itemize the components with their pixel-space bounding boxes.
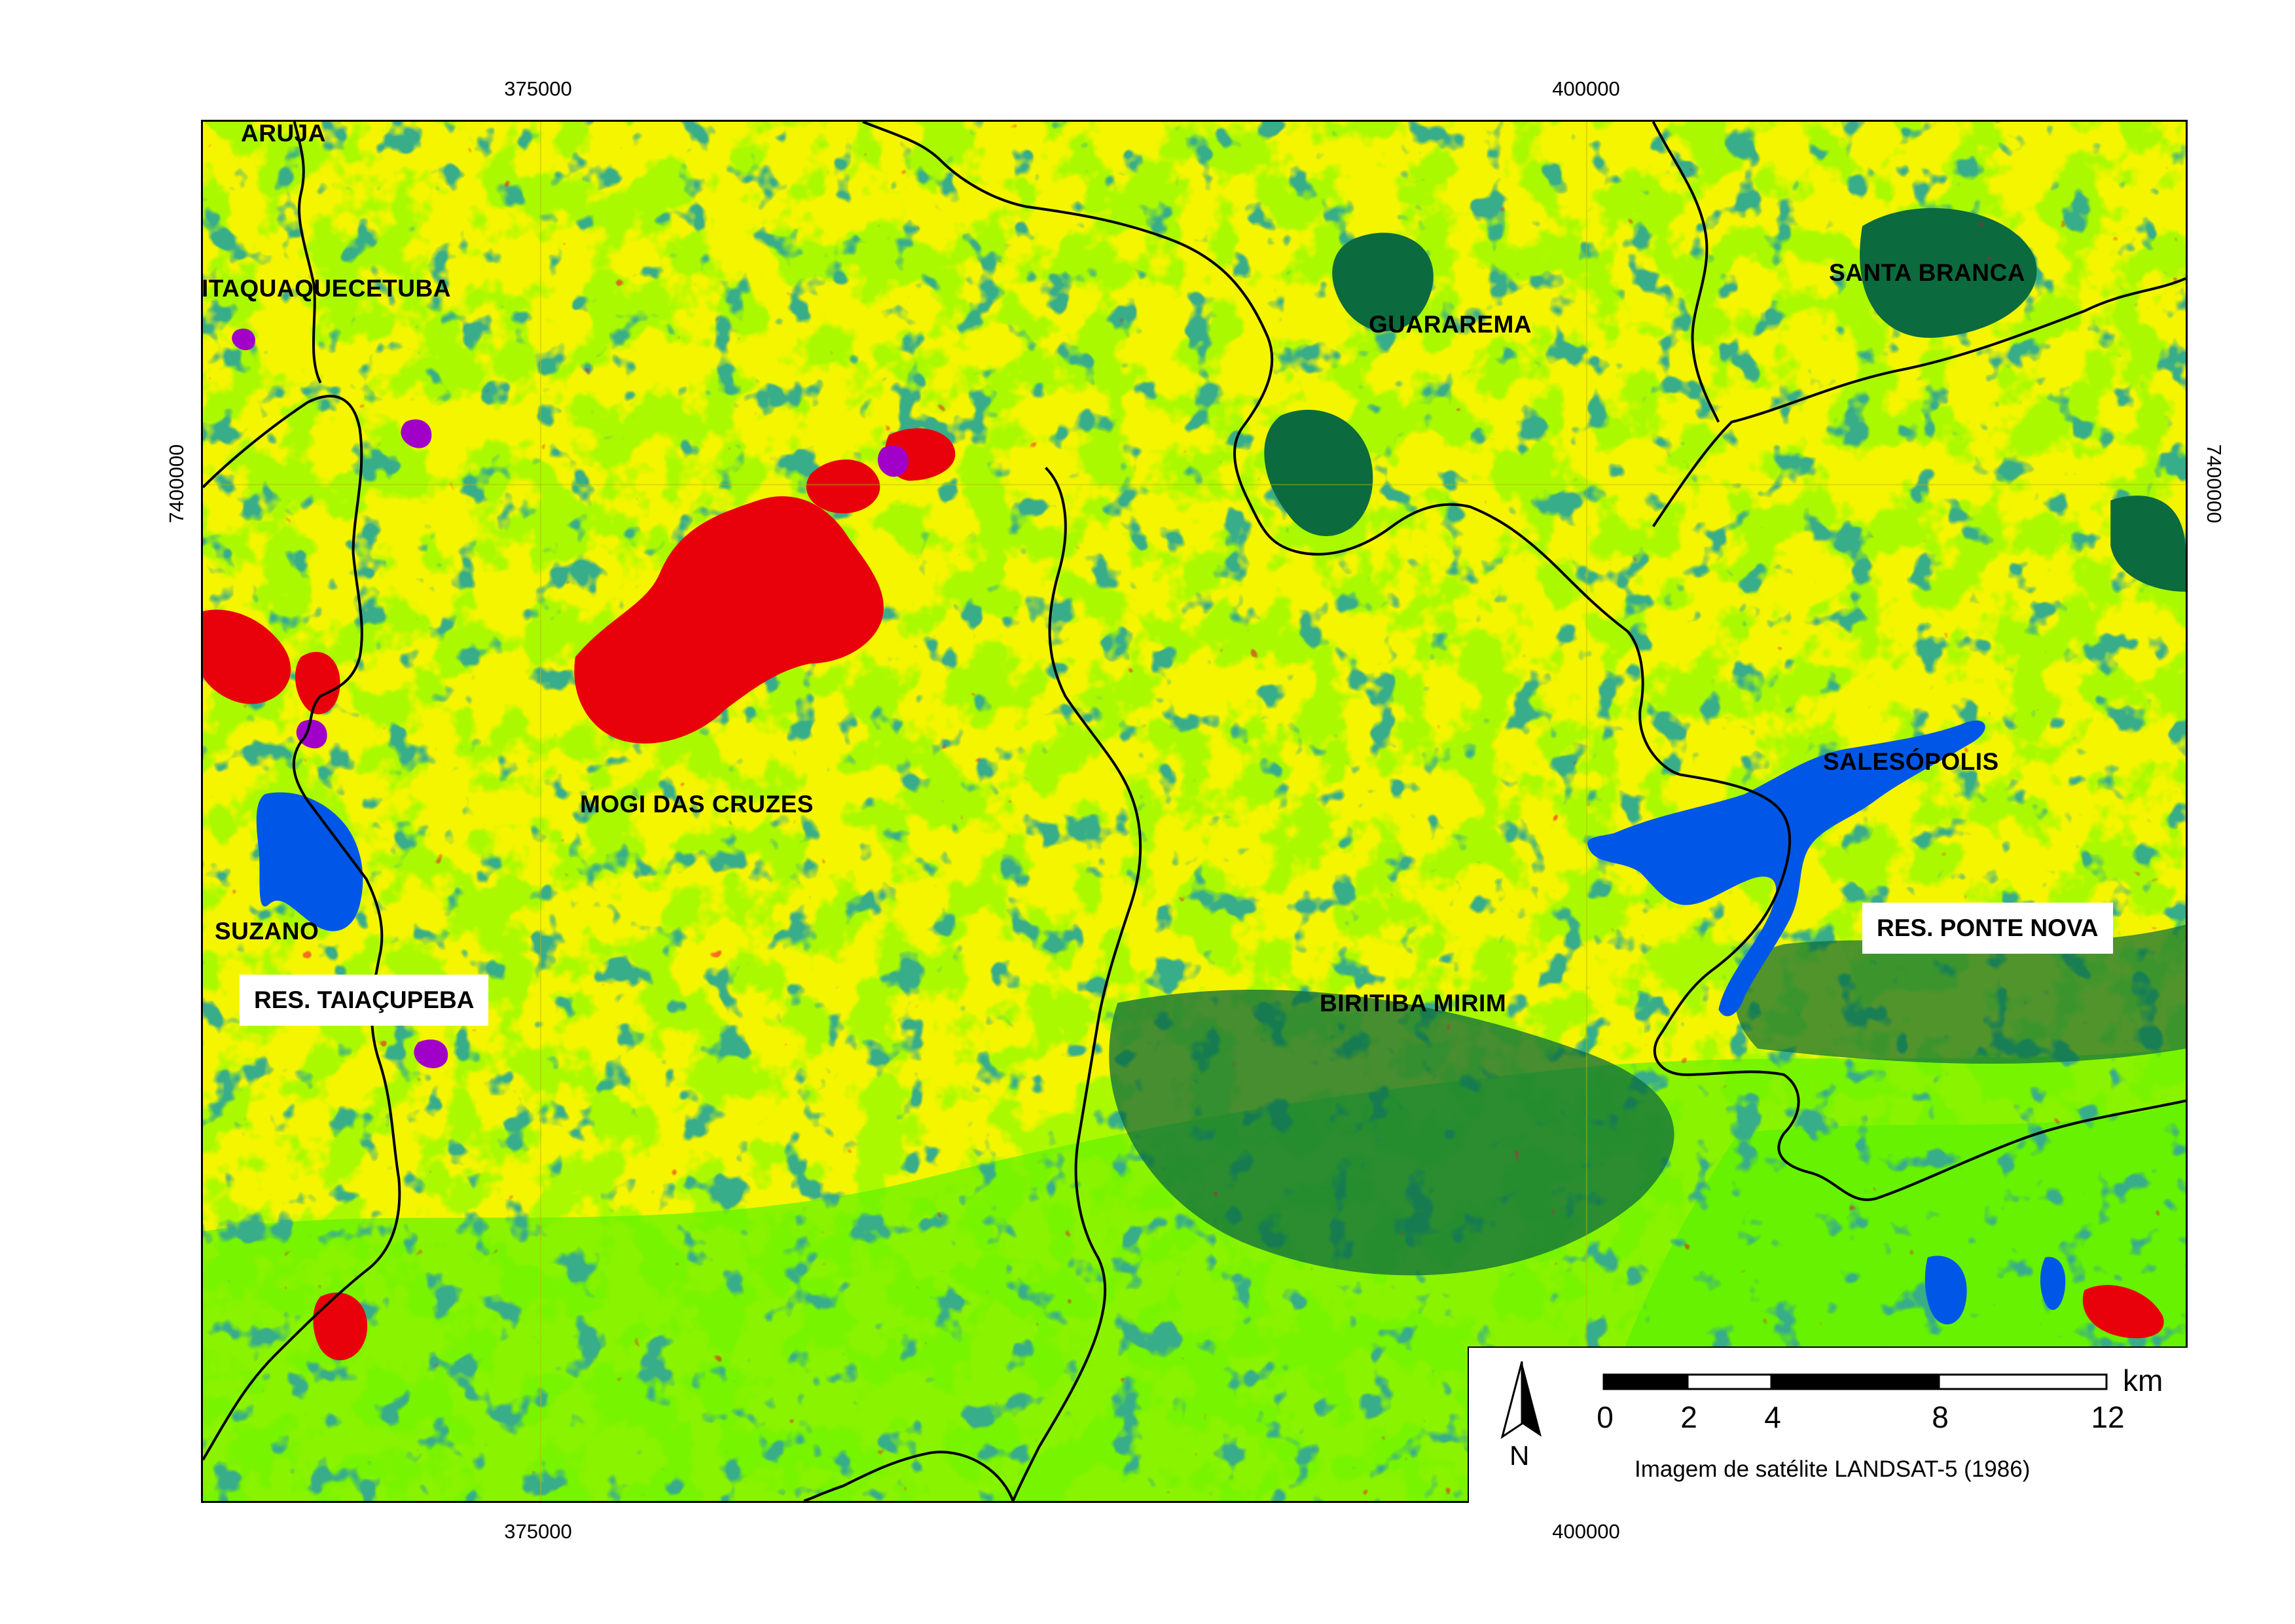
place-label-mogi-das-cruzes: MOGI DAS CRUZES	[580, 791, 814, 818]
tick-label-bottom-375000: 375000	[504, 1520, 572, 1543]
tick-label-left-7400000: 7400000	[165, 444, 188, 524]
reservoir-label-ponte-nova: RES. PONTE NOVA	[1862, 903, 2113, 954]
tick-label-bottom-400000: 400000	[1552, 1520, 1620, 1543]
reservoir-taiacupeba-water	[256, 792, 363, 931]
boundary-south-link	[803, 1451, 1015, 1501]
boundary-santa-branca-south	[1652, 277, 2186, 528]
scale-tick-12: 12	[2091, 1400, 2125, 1434]
water-patch-southeast-2	[2040, 1257, 2066, 1310]
north-label: N	[1509, 1440, 1530, 1471]
scale-tick-0: 0	[1597, 1400, 1614, 1434]
scale-tick-4: 4	[1764, 1400, 1781, 1434]
tick-label-top-375000: 375000	[504, 77, 572, 100]
place-label-guararema: GUARAREMA	[1369, 311, 1532, 338]
scale-tick-2: 2	[1680, 1400, 1697, 1434]
purple-patch-2	[401, 419, 432, 448]
municipal-boundaries	[203, 122, 2186, 1501]
place-label-salesopolis: SALESÓPOLIS	[1823, 748, 1999, 775]
urban-north-patch	[806, 460, 880, 514]
boundary-suzano-west	[203, 395, 401, 1461]
urban-suzano-2	[295, 651, 340, 715]
map-caption: Imagem de satélite LANDSAT-5 (1986)	[1635, 1456, 2031, 1482]
purple-patch-5	[232, 328, 255, 351]
boundary-guararema-santa-branca	[1652, 122, 1720, 423]
place-label-suzano: SUZANO	[215, 918, 319, 945]
scale-bar	[1602, 1373, 2108, 1390]
urban-southeast	[2082, 1285, 2164, 1339]
place-label-itaquaquecetuba: ITAQUAQUECETUBA	[202, 275, 451, 302]
urban-scatter-layer	[203, 122, 2186, 1501]
purple-patch-4	[414, 1039, 448, 1068]
scale-unit: km	[2123, 1363, 2163, 1398]
boundary-aruja-itaquaquecetuba	[293, 122, 322, 384]
purple-patch-1	[877, 445, 909, 477]
scale-tick-8: 8	[1932, 1400, 1949, 1434]
north-arrow-icon	[1500, 1361, 1542, 1439]
urban-southwest	[313, 1292, 368, 1361]
boundary-ponte-nova-east	[1653, 773, 2186, 1201]
land-cover-map	[203, 122, 2186, 1501]
place-label-aruja: ARUJA	[241, 120, 326, 147]
water-patch-southeast	[1925, 1255, 1967, 1325]
legend-box	[1468, 1346, 2188, 1503]
reservoir-label-taiacupeba: RES. TAIAÇUPEBA	[240, 975, 489, 1026]
urban-mogi-das-cruzes	[574, 496, 884, 744]
map-frame	[201, 120, 2188, 1503]
tick-label-right-7400000: 7400000	[2203, 444, 2226, 524]
urban-suzano	[203, 609, 291, 704]
boundary-mogi-guararema	[862, 122, 1680, 776]
tick-label-top-400000: 400000	[1552, 77, 1620, 100]
purple-patch-3	[296, 719, 327, 749]
place-label-biritiba-mirim: BIRITIBA MIRIM	[1320, 990, 1507, 1017]
place-label-santa-branca: SANTA BRANCA	[1829, 259, 2025, 286]
boundary-mogi-biritiba	[1011, 467, 1142, 1501]
